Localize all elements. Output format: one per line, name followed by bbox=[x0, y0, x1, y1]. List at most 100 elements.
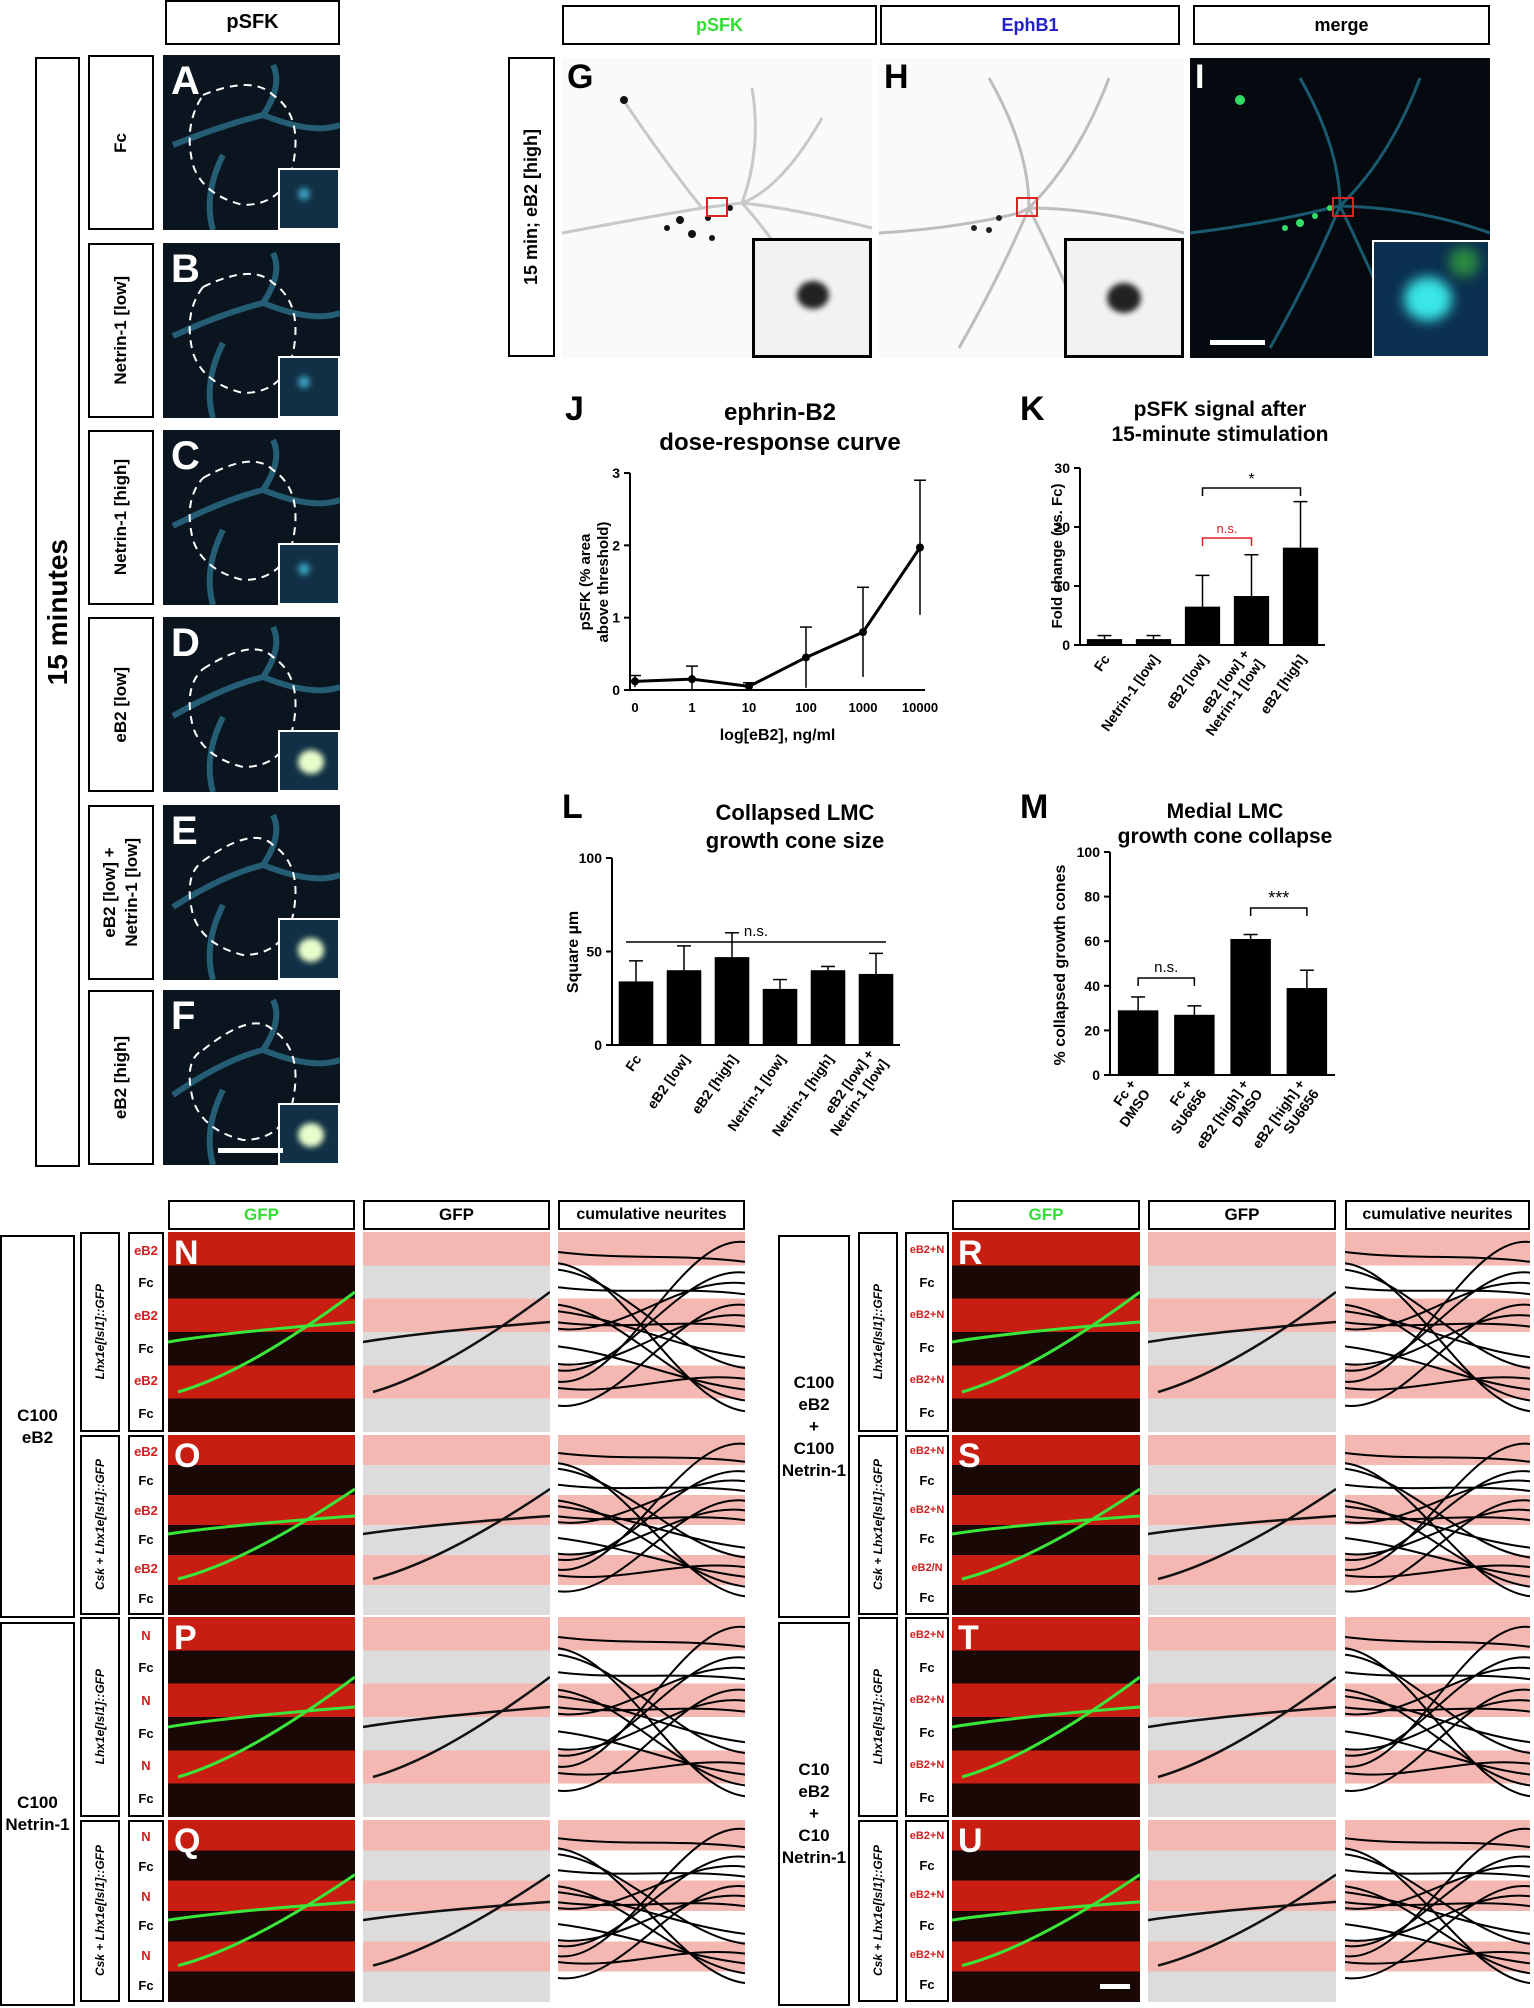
left-panel-label-c: Netrin-1 [high] bbox=[88, 430, 154, 605]
stripe-label: N bbox=[141, 1693, 151, 1709]
stripe-label: Fc bbox=[138, 1791, 154, 1807]
stripe-label: N bbox=[141, 1888, 151, 1904]
chart-m-sig-stars: *** bbox=[1268, 888, 1289, 908]
chart-j-xtick-label: 10 bbox=[742, 700, 756, 715]
genotype-text: Csk + Lhx1e[Isl1]::GFP bbox=[93, 1459, 107, 1591]
chart-k-bar bbox=[1233, 596, 1270, 645]
cumulative-neurites-image bbox=[1345, 1435, 1530, 1615]
chart-j-xlabel: log[eB2], ng/ml bbox=[720, 727, 836, 744]
chart-k-xtick-label: Fc bbox=[1090, 651, 1113, 674]
stripe-label-column: N Fc N Fc N Fc bbox=[128, 1617, 164, 1817]
stripe-label: Fc bbox=[138, 1275, 154, 1291]
stripe-label: Fc bbox=[138, 1918, 154, 1934]
left-panel-label-a: Fc bbox=[88, 55, 154, 230]
genotype-text: Lhx1e[Isl1]::GFP bbox=[871, 1669, 885, 1765]
gfp-gray-image bbox=[1148, 1435, 1336, 1615]
stripe-label: Fc bbox=[138, 1473, 154, 1489]
stripe-label: N bbox=[141, 1947, 151, 1963]
chart-k-bar bbox=[1135, 639, 1172, 645]
chart-j-xtick-label: 10000 bbox=[902, 700, 938, 715]
stripe-label: Fc bbox=[138, 1977, 154, 1993]
chart-k-bar bbox=[1184, 606, 1221, 645]
left-panel-label-e: eB2 [low] + Netrin-1 [low] bbox=[88, 805, 154, 980]
panel-letter-c: C bbox=[171, 434, 200, 478]
stripe-label: Fc bbox=[919, 1725, 935, 1741]
chart-k-ns: n.s. bbox=[1217, 521, 1238, 536]
stripe-label: eB2+N bbox=[909, 1628, 945, 1641]
chart-m-bar bbox=[1230, 938, 1271, 1075]
gfp-micrograph-o: O bbox=[168, 1435, 355, 1615]
stripe-label: N bbox=[141, 1627, 151, 1643]
stripe-label: eB2+N bbox=[909, 1308, 945, 1321]
stripe-label: Fc bbox=[919, 1659, 935, 1675]
chart-m-title: Medial LMC growth cone collapse bbox=[1118, 800, 1333, 848]
chart-j-ytick-label: 1 bbox=[612, 610, 620, 626]
stripe-label: eB2 bbox=[134, 1242, 158, 1258]
letter-k: K bbox=[1020, 390, 1045, 428]
gfp-micrograph-q: Q bbox=[168, 1820, 355, 2002]
stripe-label-column: N Fc N Fc N Fc bbox=[128, 1820, 164, 2002]
gfp-gray-image bbox=[363, 1617, 550, 1817]
chart-j-xtick-label: 100 bbox=[795, 700, 817, 715]
letter-h: H bbox=[884, 58, 909, 96]
chart-l-xtick-label: eB2 [high] bbox=[688, 1052, 740, 1117]
chart-j-ytick-label: 3 bbox=[612, 465, 620, 481]
image-i: I bbox=[1190, 58, 1490, 358]
genotype-text: Csk + Lhx1e[Isl1]::GFP bbox=[93, 1845, 107, 1977]
left-panel-label-d: eB2 [low] bbox=[88, 617, 154, 792]
header-i-merge: merge bbox=[1193, 5, 1490, 45]
chart-m-xtick-label: eB2 [high] +SU6656 bbox=[1249, 1076, 1322, 1161]
panel-letter-s: S bbox=[958, 1437, 981, 1475]
chart-k-sig-bracket bbox=[1201, 487, 1302, 496]
cumulative-neurites-image bbox=[558, 1435, 745, 1615]
chart-j-xtick-label: 0 bbox=[631, 700, 638, 715]
left-panel-label-b: Netrin-1 [low] bbox=[88, 243, 154, 418]
chart-l-ytick-label: 50 bbox=[586, 944, 602, 960]
header-gfp-green: GFP bbox=[168, 1200, 355, 1230]
gfp-gray-image bbox=[1148, 1820, 1336, 2002]
header-gfp-gray: GFP bbox=[363, 1200, 550, 1230]
gfp-gray-image bbox=[363, 1435, 550, 1615]
time-label-box: 15 minutes bbox=[35, 57, 80, 1167]
stripe-label: Fc bbox=[138, 1532, 154, 1548]
gfp-micrograph-r: R bbox=[952, 1232, 1140, 1432]
stripe-label: eB2 bbox=[134, 1308, 158, 1324]
panel-letter-r: R bbox=[958, 1234, 983, 1272]
chart-l-bar bbox=[762, 988, 798, 1045]
micrograph-c: C bbox=[163, 430, 340, 605]
stripe-label: N bbox=[141, 1758, 151, 1774]
genotype-label: Lhx1e[Isl1]::GFP bbox=[858, 1232, 898, 1432]
stripe-label: eB2+N bbox=[909, 1948, 945, 1961]
chart-l-title: Collapsed LMC growth cone size bbox=[706, 800, 884, 853]
chart-l-ylabel: Square µm bbox=[565, 911, 582, 993]
group-label-bottom: C10 eB2 + C10 Netrin-1 bbox=[778, 1622, 850, 2006]
micrograph-b: B bbox=[163, 243, 340, 418]
cumulative-neurites-image bbox=[1345, 1232, 1530, 1432]
genotype-label: Csk + Lhx1e[Isl1]::GFP bbox=[858, 1435, 898, 1615]
chart-l-bar bbox=[666, 970, 702, 1045]
chart-j-ylabel: pSFK (% areaabove threshold) bbox=[577, 522, 612, 643]
stripe-label-column: eB2+N Fc eB2+N Fc eB2/N Fc bbox=[905, 1435, 949, 1615]
chart-m-ytick-label: 20 bbox=[1084, 1022, 1100, 1038]
neuron-i-drawing bbox=[1190, 77, 1490, 349]
stripe-label-column: eB2+N Fc eB2+N Fc eB2+N Fc bbox=[905, 1232, 949, 1432]
genotype-label: Csk + Lhx1e[Isl1]::GFP bbox=[80, 1435, 120, 1615]
panel-letter-p: P bbox=[174, 1619, 197, 1657]
micrograph-d: D bbox=[163, 617, 340, 792]
cumulative-neurites-image bbox=[1345, 1820, 1530, 2002]
neuron-g-drawing bbox=[562, 87, 872, 319]
chart-m-ylabel: % collapsed growth cones bbox=[1052, 864, 1069, 1065]
cumulative-neurites-image bbox=[558, 1820, 745, 2002]
chart-m-ytick-label: 40 bbox=[1084, 978, 1100, 994]
stripe-label: eB2 bbox=[134, 1444, 158, 1460]
chart-m-ns-bracket bbox=[1137, 977, 1196, 986]
chart-l-bar bbox=[810, 970, 846, 1045]
genotype-label: Lhx1e[Isl1]::GFP bbox=[80, 1617, 120, 1817]
genotype-label: Csk + Lhx1e[Isl1]::GFP bbox=[80, 1820, 120, 2002]
header-h-EphB1: EphB1 bbox=[880, 5, 1180, 45]
letter-m: M bbox=[1020, 788, 1048, 826]
chart-l-bar bbox=[858, 973, 894, 1045]
chart-k-ns-bracket bbox=[1201, 537, 1253, 546]
chart-j-point bbox=[631, 677, 639, 686]
chart-l-xtick-label: eB2 [low] bbox=[644, 1052, 693, 1112]
